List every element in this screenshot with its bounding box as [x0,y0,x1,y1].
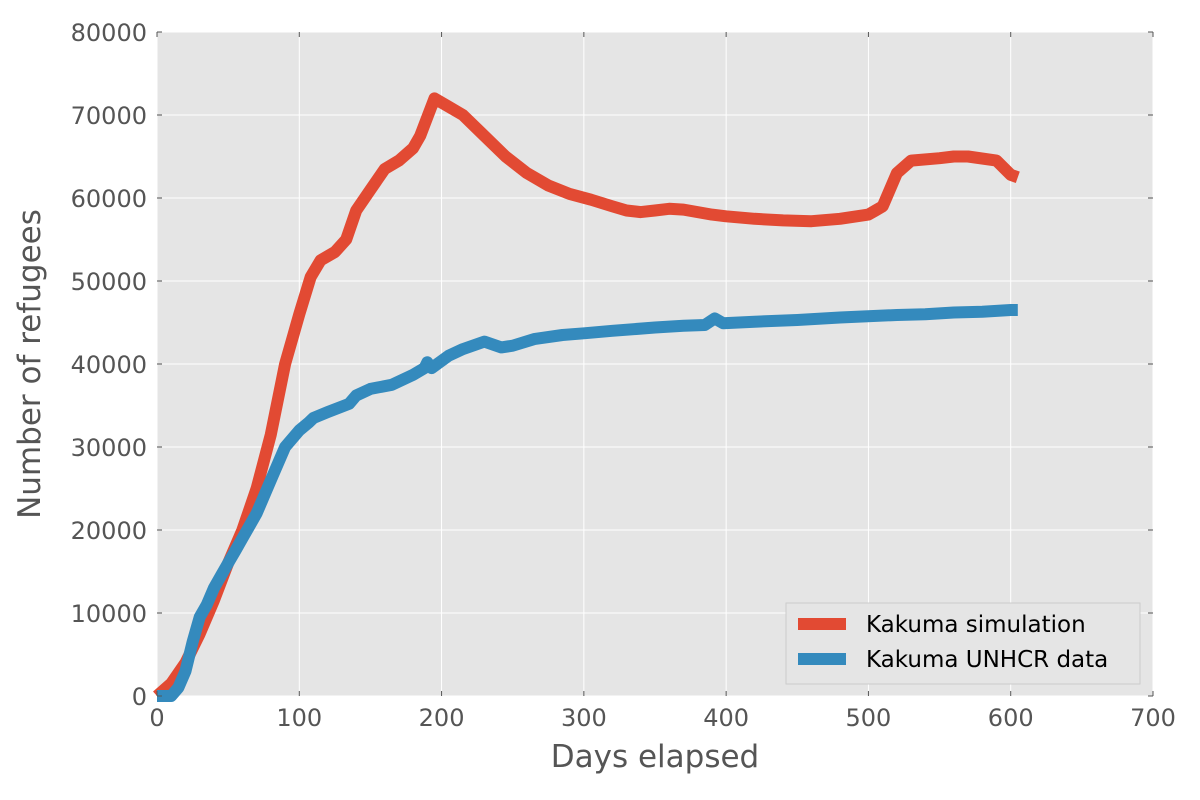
legend-label-simulation: Kakuma simulation [866,612,1086,638]
y-tick-label: 70000 [71,102,147,130]
y-tick-label: 20000 [71,517,147,545]
y-tick-label: 10000 [71,600,147,628]
series-line-1 [157,304,1018,702]
y-tick-label: 60000 [71,185,147,213]
x-tick-label: 500 [846,704,892,732]
tick-labels: 0 100 200 300 400 500 600 700 0 10000 20000 30000 40… [71,19,1176,732]
x-tick-label: 300 [561,704,607,732]
series-lines [153,92,1020,702]
x-tick-label: 600 [988,704,1034,732]
x-tick-label: 400 [703,704,749,732]
x-tick-label: 0 [149,704,164,732]
y-tick-label: 80000 [71,19,147,47]
legend: Kakuma simulation Kakuma UNHCR data [785,602,1141,685]
y-tick-label: 50000 [71,268,147,296]
series-line-0 [153,92,1020,701]
x-axis-title: Days elapsed [551,739,759,775]
y-tick-label: 0 [132,683,147,711]
x-tick-label: 700 [1130,704,1176,732]
x-tick-label: 100 [276,704,322,732]
y-tick-label: 40000 [71,351,147,379]
x-tick-label: 200 [419,704,465,732]
legend-box [785,602,1141,685]
legend-label-unhcr: Kakuma UNHCR data [866,647,1108,673]
y-tick-label: 30000 [71,434,147,462]
y-axis-title: Number of refugees [12,209,48,519]
